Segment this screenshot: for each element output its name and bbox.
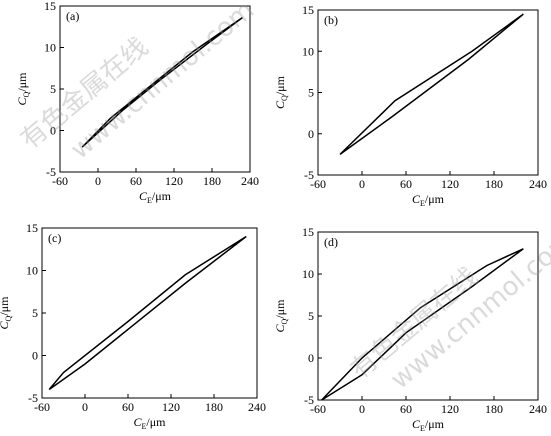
x-tick-label: 120	[165, 174, 183, 188]
plot-frame	[317, 9, 539, 176]
y-axis-label-unit: /μm	[273, 75, 287, 95]
y-tick-label: 15	[44, 0, 56, 13]
x-tick-label: 0	[359, 402, 365, 416]
x-axis-label: CE/μm	[133, 415, 166, 431]
y-tick-label: -5	[304, 393, 314, 407]
y-axis-label: CQ/μm	[273, 75, 289, 109]
x-tick-label: 60	[122, 400, 134, 414]
y-axis-label-unit: /μm	[0, 296, 11, 316]
x-tick-label: 180	[205, 400, 223, 414]
y-tick-label: 10	[26, 264, 38, 278]
y-axis-label: CQ/μm	[0, 296, 13, 330]
x-tick-label: 180	[485, 402, 503, 416]
x-axis-label-subscript: E	[142, 422, 147, 431]
x-axis-label: CE/μm	[412, 417, 445, 431]
y-tick-label: 5	[32, 306, 38, 320]
y-tick-label: -5	[304, 168, 314, 182]
y-axis-label-subscript: Q	[22, 91, 31, 97]
x-axis-label-unit: /μm	[425, 417, 445, 431]
x-tick-label: 60	[130, 174, 142, 188]
y-axis-label-symbol: C	[273, 323, 287, 332]
x-axis-label-subscript: E	[420, 199, 425, 208]
y-tick-label: 15	[302, 225, 314, 239]
x-tick-label: 240	[529, 402, 547, 416]
y-axis-label-subscript: Q	[280, 318, 289, 324]
x-axis-label-symbol: C	[412, 192, 421, 206]
x-axis-label-unit: /μm	[152, 189, 172, 203]
x-tick-label: 120	[441, 402, 459, 416]
y-axis-label-symbol: C	[273, 100, 287, 109]
x-axis-label-symbol: C	[133, 415, 142, 429]
x-axis-label: CE/μm	[139, 189, 172, 205]
y-axis-label-unit: /μm	[15, 72, 29, 92]
data-line	[321, 248, 524, 401]
y-tick-label: -5	[46, 165, 56, 179]
x-tick-label: 120	[162, 400, 180, 414]
y-axis-label-symbol: C	[0, 320, 11, 329]
x-tick-label: -60	[34, 400, 50, 414]
y-tick-label: 0	[50, 124, 56, 138]
y-tick-label: 5	[308, 309, 314, 323]
x-tick-label: 240	[529, 177, 547, 191]
x-tick-label: 0	[95, 174, 101, 188]
panel-label: (a)	[66, 9, 79, 23]
y-tick-label: 5	[50, 82, 56, 96]
x-axis-label-subscript: E	[420, 424, 425, 431]
x-axis-label-unit: /μm	[146, 415, 166, 429]
x-tick-label: 60	[400, 177, 412, 191]
x-axis-label-symbol: C	[139, 189, 148, 203]
y-tick-label: 10	[302, 44, 314, 58]
panel-label: (c)	[48, 231, 61, 245]
x-tick-label: 240	[248, 400, 266, 414]
x-axis-label-unit: /μm	[425, 192, 445, 206]
x-axis-label: CE/μm	[412, 192, 445, 208]
x-axis-label-symbol: C	[412, 417, 421, 431]
x-tick-label: -60	[310, 177, 326, 191]
data-line	[81, 17, 243, 148]
x-tick-label: 120	[441, 177, 459, 191]
x-tick-label: 180	[485, 177, 503, 191]
y-axis-label-unit: /μm	[273, 299, 287, 319]
x-tick-label: -60	[52, 174, 68, 188]
y-axis-label: CQ/μm	[15, 72, 31, 106]
y-tick-label: -5	[28, 391, 38, 405]
y-tick-label: 0	[308, 127, 314, 141]
x-tick-label: 0	[359, 177, 365, 191]
y-axis-label-subscript: Q	[280, 95, 289, 101]
y-axis-label-symbol: C	[15, 96, 29, 105]
data-line	[339, 13, 524, 155]
y-tick-label: 0	[308, 351, 314, 365]
panel-label: (b)	[324, 13, 338, 27]
y-axis-label-subscript: Q	[4, 315, 13, 321]
y-axis-label: CQ/μm	[273, 299, 289, 333]
y-tick-label: 10	[44, 41, 56, 55]
x-tick-label: 180	[203, 174, 221, 188]
x-tick-label: 240	[241, 174, 259, 188]
x-axis-label-subscript: E	[147, 196, 152, 205]
panel-label: (d)	[324, 235, 338, 249]
x-tick-label: 60	[400, 402, 412, 416]
y-tick-label: 10	[302, 267, 314, 281]
x-tick-label: -60	[310, 402, 326, 416]
data-line	[48, 235, 247, 391]
y-tick-label: 0	[32, 349, 38, 363]
y-tick-label: 15	[26, 221, 38, 235]
y-tick-label: 5	[308, 86, 314, 100]
x-tick-label: 0	[82, 400, 88, 414]
y-tick-label: 15	[302, 3, 314, 17]
